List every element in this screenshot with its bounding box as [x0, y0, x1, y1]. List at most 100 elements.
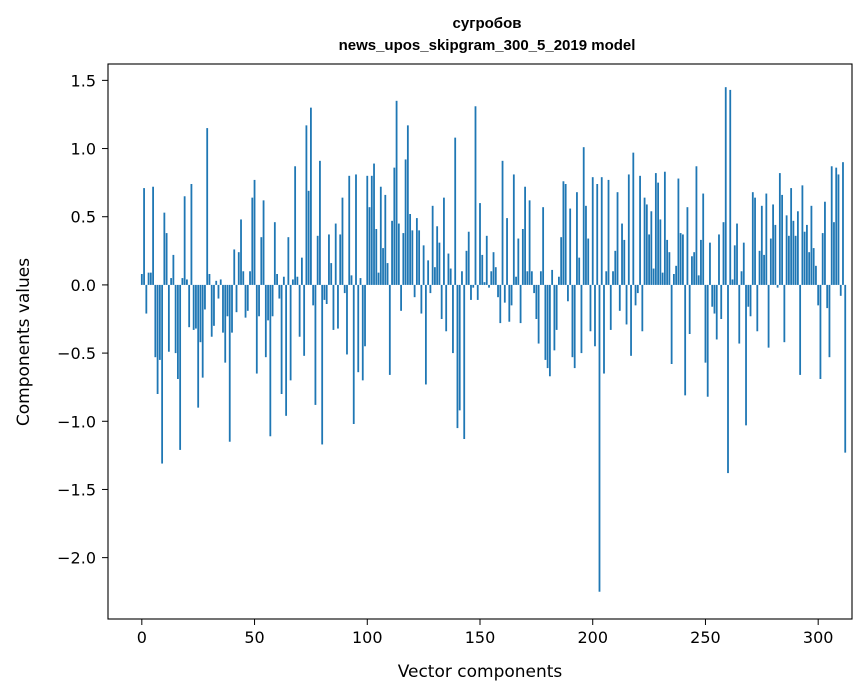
bar-310	[839, 284, 842, 296]
bar-174	[533, 284, 536, 294]
bar-31	[210, 284, 213, 337]
bar-79	[319, 160, 321, 285]
bar-147	[472, 284, 475, 288]
bar-93	[350, 275, 353, 285]
bar-129	[431, 205, 434, 285]
bar-289	[792, 220, 795, 285]
bar-175	[535, 284, 538, 319]
bar-250	[704, 284, 707, 363]
bar-131	[436, 226, 439, 285]
bar-11	[165, 233, 168, 285]
bar-1	[143, 188, 145, 285]
bar-236	[672, 274, 675, 285]
bar-161	[503, 284, 506, 303]
bar-149	[476, 284, 479, 300]
bar-12	[167, 284, 170, 352]
bar-187	[562, 181, 565, 285]
bar-150	[479, 203, 481, 285]
bar-268	[745, 284, 747, 426]
bar-124	[420, 284, 423, 314]
bar-33	[215, 280, 218, 285]
bar-148	[474, 106, 477, 285]
bar-279	[769, 238, 772, 285]
bar-226	[650, 211, 653, 285]
bar-284	[781, 194, 784, 285]
bar-127	[427, 260, 430, 285]
x-tick-label: 150	[465, 628, 496, 647]
bar-103	[373, 163, 375, 285]
bar-286	[785, 215, 788, 285]
bar-159	[499, 284, 502, 324]
bar-26	[199, 284, 202, 343]
bar-214	[623, 239, 626, 285]
bar-162	[506, 218, 508, 285]
bar-263	[733, 245, 736, 285]
bar-280	[772, 204, 774, 285]
bar-66	[289, 284, 292, 381]
bar-75	[310, 107, 312, 285]
y-tick-label: −1.0	[57, 412, 96, 431]
bar-228	[654, 173, 657, 285]
bar-176	[537, 284, 540, 344]
bar-117	[404, 159, 407, 285]
bar-18	[181, 278, 184, 285]
bar-101	[368, 207, 371, 285]
bar-291	[796, 211, 799, 285]
bar-157	[494, 267, 497, 285]
bar-50	[253, 179, 256, 285]
bar-224	[645, 204, 648, 285]
bar-231	[661, 272, 664, 285]
bar-128	[429, 284, 432, 294]
bar-245	[693, 252, 696, 285]
bar-247	[697, 275, 700, 285]
bar-76	[312, 284, 315, 306]
bar-110	[388, 284, 391, 375]
bar-102	[370, 175, 373, 285]
bar-195	[580, 284, 583, 354]
bar-118	[406, 125, 409, 285]
bar-144	[465, 250, 468, 285]
bar-264	[736, 223, 738, 285]
bar-232	[663, 171, 666, 285]
bar-115	[400, 284, 402, 311]
bar-8	[158, 284, 161, 360]
bar-38	[226, 284, 229, 317]
bar-272	[754, 197, 756, 285]
bar-260	[727, 284, 729, 474]
bar-43	[237, 252, 240, 285]
bar-243	[688, 284, 691, 334]
bar-246	[695, 166, 698, 285]
bar-201	[594, 284, 596, 347]
bar-288	[790, 188, 793, 285]
y-axis-label: Components values	[14, 258, 34, 426]
bar-308	[835, 167, 838, 285]
y-tick-label: −2.0	[57, 549, 96, 568]
bar-171	[526, 271, 529, 285]
bar-255	[715, 284, 718, 340]
bar-153	[485, 235, 488, 285]
bar-225	[648, 234, 650, 285]
bar-213	[621, 223, 623, 285]
bar-24	[195, 284, 197, 329]
bar-312	[844, 284, 847, 453]
bar-238	[677, 178, 680, 285]
bar-259	[724, 87, 727, 285]
bar-64	[285, 284, 288, 416]
bar-49	[251, 197, 254, 285]
bar-51	[255, 284, 258, 374]
bar-121	[413, 284, 416, 298]
bar-13	[170, 278, 173, 285]
bar-223	[643, 197, 646, 285]
bar-7	[156, 284, 159, 394]
bar-296	[808, 252, 811, 285]
bar-172	[528, 200, 531, 285]
bar-266	[740, 271, 743, 285]
bar-235	[670, 284, 673, 364]
bar-28	[204, 284, 206, 310]
bar-19	[183, 196, 186, 285]
bar-192	[573, 284, 576, 369]
bar-222	[641, 284, 644, 332]
bar-54	[262, 200, 265, 285]
bar-25	[197, 284, 200, 408]
bar-27	[201, 284, 204, 378]
